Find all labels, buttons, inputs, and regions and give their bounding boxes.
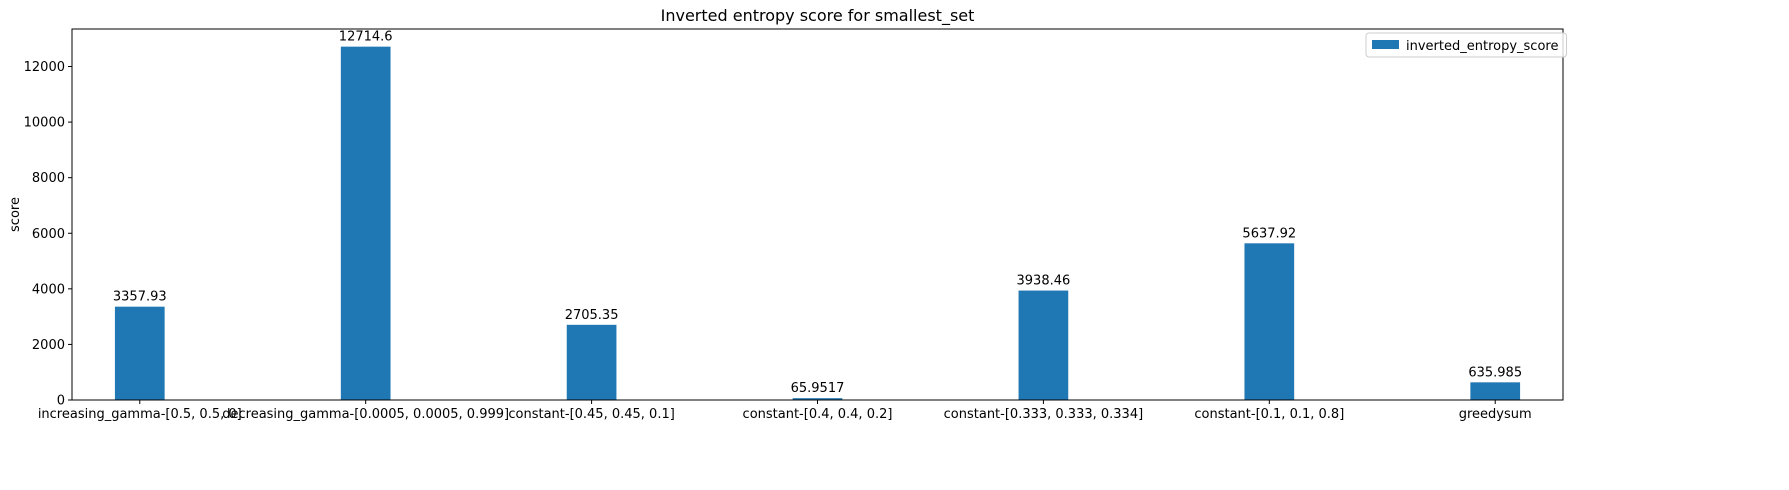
x-axis: increasing_gamma-[0.5, 0.5, 0]decreasing… — [38, 400, 1532, 422]
bar-value-label: 2705.35 — [565, 308, 619, 323]
x-tick-label: constant-[0.45, 0.45, 0.1] — [508, 407, 674, 422]
y-axis-label: score — [8, 197, 23, 232]
y-tick-label: 2000 — [32, 338, 65, 353]
x-tick-label: decreasing_gamma-[0.0005, 0.0005, 0.999] — [222, 407, 509, 422]
bar-value-label: 3938.46 — [1017, 274, 1071, 289]
bar — [792, 398, 843, 400]
bar-value-label: 5637.92 — [1242, 226, 1296, 241]
x-tick-label: increasing_gamma-[0.5, 0.5, 0] — [38, 407, 242, 422]
y-tick-label: 10000 — [24, 116, 65, 131]
plot-frame — [71, 28, 1564, 401]
bar-value-label: 12714.6 — [339, 30, 393, 45]
bar-series: 3357.93 12714.6 2705.35 65.9517 3938.46 5637.… — [113, 30, 1522, 401]
y-tick-label: 12000 — [24, 60, 65, 75]
bar-value-label: 635.985 — [1468, 365, 1522, 380]
y-tick-label: 0 — [57, 394, 65, 409]
x-tick-label: greedysum — [1459, 407, 1532, 422]
bar — [114, 306, 165, 400]
bar-value-label: 3357.93 — [113, 290, 167, 305]
bar — [1470, 382, 1521, 400]
legend-swatch — [1372, 40, 1399, 49]
chart-title: Inverted entropy score for smallest_set — [661, 6, 975, 26]
legend-box — [1365, 32, 1567, 58]
legend-entry: inverted_entropy_score — [1406, 39, 1558, 54]
x-tick-label: constant-[0.4, 0.4, 0.2] — [743, 407, 893, 422]
x-tick-label: constant-[0.1, 0.1, 0.8] — [1194, 407, 1344, 422]
y-tick-label: 8000 — [32, 171, 65, 186]
bar — [566, 324, 617, 400]
y-tick-label: 4000 — [32, 282, 65, 297]
x-tick-label: constant-[0.333, 0.333, 0.334] — [944, 407, 1144, 422]
y-axis: 0 2000 4000 6000 8000 10000 12000 — [24, 60, 72, 409]
bar — [1244, 243, 1295, 400]
bar — [1018, 290, 1069, 400]
y-tick-label: 6000 — [32, 227, 65, 242]
bar-value-label: 65.9517 — [791, 381, 845, 396]
bar — [340, 46, 391, 401]
legend: inverted_entropy_score — [1365, 32, 1567, 58]
